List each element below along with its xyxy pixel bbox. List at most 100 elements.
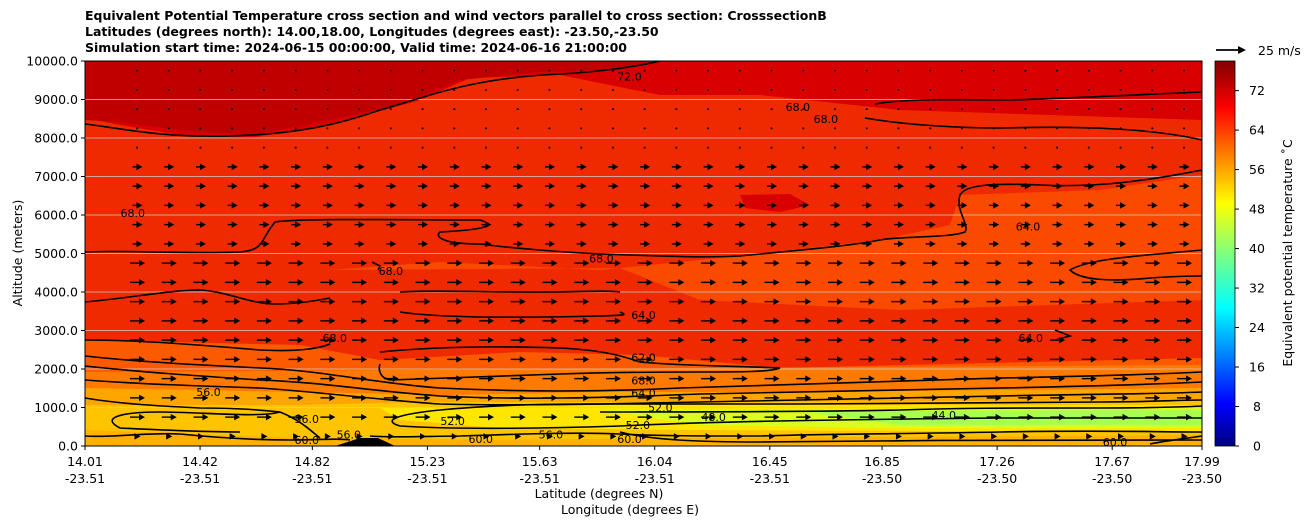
wind-vector [611,127,614,130]
wind-vector [1119,88,1122,91]
wind-vector [960,108,963,111]
wind-vector [992,127,995,130]
wind-vector [130,375,145,382]
wind-vector [1052,182,1063,190]
wind-vector [167,88,170,91]
wind-vector [891,336,907,344]
wind-vector [481,202,492,209]
wind-vector [481,182,492,190]
wind-vector [989,202,1000,209]
wind-vector [605,356,621,363]
wind-vector [544,163,555,171]
wind-vector [738,69,741,72]
wind-vector [291,240,302,248]
wind-vector [701,279,717,286]
wind-vector [132,202,143,209]
wind-vector [386,202,397,209]
contour-label: 52.0 [626,419,651,432]
wind-vector [637,356,653,363]
wind-vector [166,433,173,440]
wind-vector [796,298,812,305]
wind-vector [167,69,170,72]
wind-vector [701,375,717,382]
wind-vector [1050,279,1066,286]
wind-vector [986,336,1002,344]
wind-vector [256,356,272,363]
wind-vector [227,163,238,171]
wind-vector [132,182,143,190]
wind-vector [669,375,685,382]
wind-vector [703,202,714,209]
wind-vector [542,279,558,286]
wind-vector [865,108,868,111]
wind-vector [828,317,843,325]
wind-vector [732,375,748,382]
wind-vector [231,146,234,149]
wind-vector [608,240,619,248]
wind-vector [1020,182,1031,190]
wind-vector [576,163,587,171]
wind-vector [352,317,368,325]
wind-vector [925,182,936,190]
contour-label: 68.0 [379,265,404,278]
wind-vector [675,127,678,130]
wind-vector [611,69,614,72]
wind-vector [891,298,907,305]
wind-vector [1018,394,1034,402]
wind-vector [262,88,265,91]
colorbar-tick-label: 72 [1249,83,1265,98]
wind-vector [510,394,526,402]
wind-vector [732,356,748,363]
wind-vector [642,433,649,440]
wind-vector [764,259,780,267]
wind-vector [421,108,424,111]
wind-vector [1052,240,1063,248]
wind-vector [354,240,365,248]
wind-vector [389,146,392,149]
wind-vector [510,356,526,363]
wind-vector [770,127,773,130]
wind-vector [261,433,268,440]
wind-vector [542,336,558,344]
wind-vector [669,298,685,305]
wind-vector [992,88,995,91]
wind-vector [798,221,809,228]
wind-vector [1145,394,1161,402]
wind-vector [447,413,463,421]
wind-vector [389,88,392,91]
wind-vector [643,88,646,91]
wind-vector [640,221,651,228]
wind-vector [1018,317,1034,325]
wind-vector [546,433,553,440]
wind-vector [1177,259,1192,267]
wind-vector [605,259,621,267]
wind-vector [195,163,206,171]
wind-vector [322,202,333,209]
wind-vector [770,146,773,149]
wind-vector [923,298,939,305]
wind-vector [927,433,934,440]
colorbar-tick-label: 24 [1249,320,1265,335]
wind-vector [637,317,653,325]
wind-vector [132,221,143,228]
colorbar-tick-label: 64 [1249,123,1265,138]
wind-vector [294,127,297,130]
wind-vector [1113,317,1129,325]
contour-labels: 72.068.068.068.068.068.068.064.064.064.0… [120,70,1127,449]
wind-vector [513,202,524,209]
wind-vector [1177,394,1192,402]
wind-vector [796,259,812,267]
wind-vector [161,394,177,402]
wind-vector [732,279,748,286]
wind-vector [322,163,333,171]
contour-label: 64.0 [631,387,656,400]
wind-vector [574,259,590,267]
wind-vector [643,69,646,72]
x-tick-label-lat: 16.45 [752,454,788,469]
wind-vector [510,336,526,344]
wind-vector [1022,433,1029,440]
wind-vector [986,394,1002,402]
wind-vector [415,375,431,382]
wind-vector [897,88,900,91]
